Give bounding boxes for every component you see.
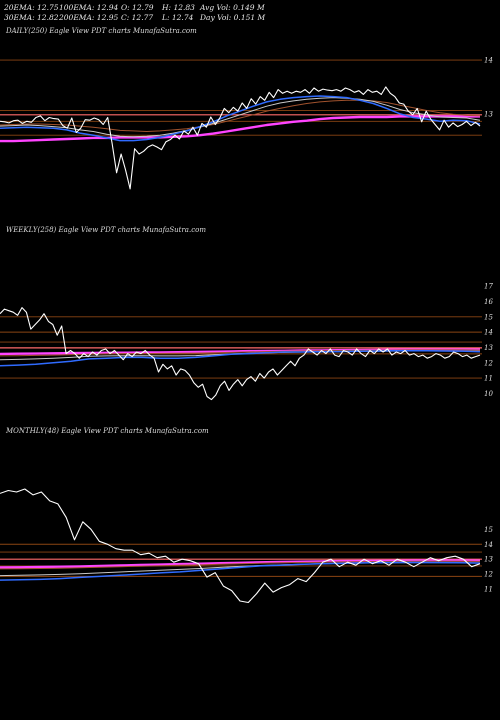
y-tick-label: 14 <box>484 329 493 337</box>
header-low: L: 12.74 <box>162 13 194 22</box>
daily-chart-title: DAILY(250) Eagle View PDT charts MunafaS… <box>6 27 197 35</box>
price-line <box>0 307 481 401</box>
header-ema200: 200EMA: 12.95 <box>59 13 119 22</box>
y-tick-label: 12 <box>484 571 493 579</box>
ema-fast-line <box>0 95 481 142</box>
y-tick-label: 12 <box>484 359 493 367</box>
header-ema100: 100EMA: 12.94 <box>59 3 119 12</box>
header-open: O: 12.79 <box>121 3 154 12</box>
header-avg-vol: Avg Vol: 0.149 M <box>200 3 265 12</box>
monthly-chart: 15 14 13 12 11 <box>0 488 493 604</box>
ema-slow-line <box>0 349 481 357</box>
y-tick-label: 10 <box>484 390 493 398</box>
header-day-vol: Day Vol: 0.151 M <box>200 13 266 22</box>
ema-mid-line <box>0 562 481 577</box>
ema-slow-line <box>0 560 481 570</box>
y-tick-label: 13 <box>484 110 493 118</box>
header-ema30: 30EMA: 12.82 <box>4 13 59 22</box>
y-tick-label: 11 <box>484 375 493 383</box>
ema-long-line <box>0 115 480 143</box>
y-tick-label: 15 <box>484 526 493 534</box>
y-tick-label: 13 <box>484 344 493 352</box>
header-close: C: 12.77 <box>121 13 154 22</box>
header-ema20: 20EMA: 12.75 <box>4 3 59 12</box>
y-tick-label: 11 <box>484 586 493 594</box>
y-tick-label: 17 <box>484 283 493 291</box>
weekly-chart: 17 16 15 14 13 12 11 10 <box>0 283 493 401</box>
price-line <box>0 488 481 604</box>
y-tick-label: 15 <box>484 313 493 321</box>
weekly-chart-title: WEEKLY(258) Eagle View PDT charts Munafa… <box>6 226 206 234</box>
price-line <box>0 86 481 190</box>
daily-chart: 14 13 <box>0 57 493 190</box>
ema-fast-line <box>0 561 481 581</box>
y-tick-label: 14 <box>484 57 493 65</box>
ema-mid-line <box>0 97 481 138</box>
y-tick-label: 13 <box>484 556 493 564</box>
y-tick-label: 14 <box>484 541 493 549</box>
monthly-chart-title: MONTHLY(48) Eagle View PDT charts Munafa… <box>6 427 209 435</box>
ema-slow-line <box>0 99 481 132</box>
header-high: H: 12.83 <box>162 3 195 12</box>
y-tick-label: 16 <box>484 298 493 306</box>
ema-fast-line <box>0 350 481 367</box>
